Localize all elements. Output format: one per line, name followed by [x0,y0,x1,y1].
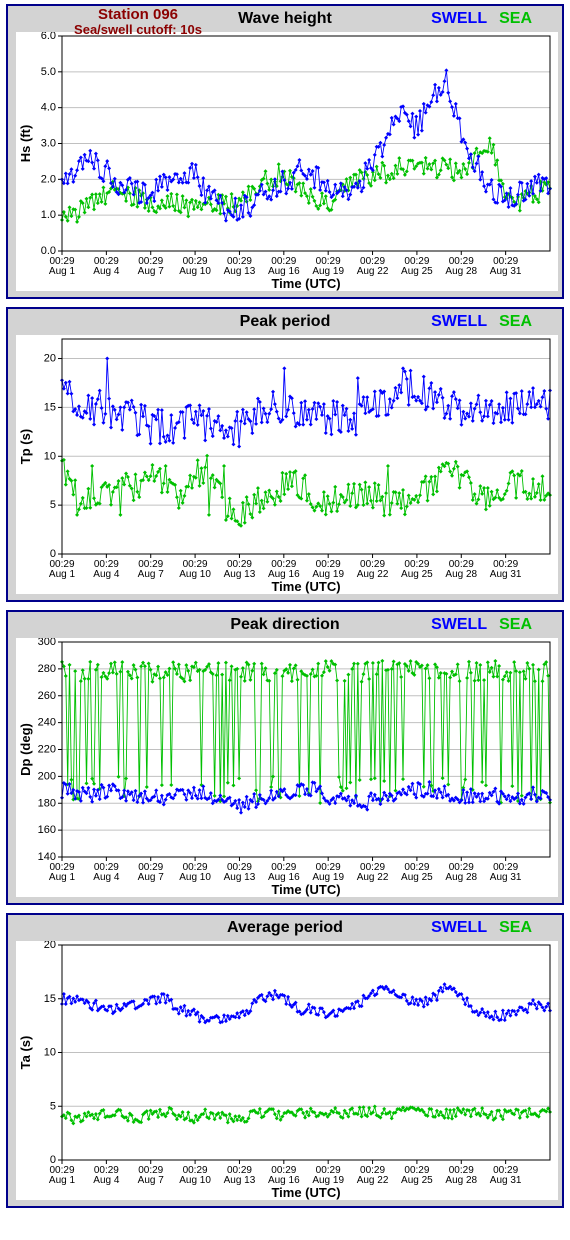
svg-text:4.0: 4.0 [41,102,56,114]
svg-text:Aug 4: Aug 4 [93,569,120,580]
svg-text:Aug 13: Aug 13 [224,569,256,580]
x-axis-label: Time (UTC) [271,882,340,897]
svg-text:Aug 1: Aug 1 [49,1175,76,1186]
svg-text:Aug 22: Aug 22 [357,569,389,580]
panel-title: Peak direction [18,616,552,634]
legend-swell: SWELL [431,313,487,330]
svg-text:Aug 10: Aug 10 [179,266,211,277]
svg-text:Aug 28: Aug 28 [445,266,477,277]
chart-panel-3: Average periodSWELLSEA0510152000:29Aug 1… [6,913,564,1208]
svg-text:220: 220 [38,744,56,756]
chart-panel-1: Peak periodSWELLSEA0510152000:29Aug 100:… [6,307,564,602]
legend-sea: SEA [499,313,532,330]
svg-text:20: 20 [44,941,56,951]
chart-panel-0: Station 096Sea/swell cutoff: 10sWave hei… [6,4,564,299]
svg-text:2.0: 2.0 [41,173,56,185]
svg-text:1.0: 1.0 [41,209,56,221]
svg-text:Aug 25: Aug 25 [401,1175,433,1186]
panel-title: Average period [18,919,552,937]
svg-text:Aug 7: Aug 7 [138,266,165,277]
svg-text:20: 20 [44,353,56,365]
svg-text:240: 240 [38,717,56,729]
svg-text:260: 260 [38,690,56,702]
y-axis-label: Dp (deg) [18,723,33,776]
chart-plot: 0510152000:29Aug 100:29Aug 400:29Aug 700… [16,941,558,1200]
svg-text:300: 300 [38,638,56,648]
svg-text:Aug 22: Aug 22 [357,266,389,277]
chart-plot: 0.01.02.03.04.05.06.000:29Aug 100:29Aug … [16,32,558,291]
x-axis-label: Time (UTC) [271,1185,340,1200]
svg-text:Aug 10: Aug 10 [179,569,211,580]
svg-text:Aug 25: Aug 25 [401,266,433,277]
y-axis-label: Ta (s) [18,1036,33,1070]
chart-plot: 0510152000:29Aug 100:29Aug 400:29Aug 700… [16,335,558,594]
svg-text:Aug 31: Aug 31 [490,266,522,277]
svg-text:Aug 10: Aug 10 [179,1175,211,1186]
svg-text:Aug 31: Aug 31 [490,569,522,580]
svg-text:Aug 28: Aug 28 [445,569,477,580]
svg-text:Aug 7: Aug 7 [138,1175,165,1186]
svg-text:Aug 31: Aug 31 [490,872,522,883]
svg-text:Aug 10: Aug 10 [179,872,211,883]
legend-swell: SWELL [431,919,487,936]
svg-text:Aug 13: Aug 13 [224,1175,256,1186]
svg-text:15: 15 [44,993,56,1005]
svg-text:Aug 28: Aug 28 [445,872,477,883]
svg-text:5.0: 5.0 [41,66,56,78]
station-label: Station 096 [48,6,228,23]
chart-panel-2: Peak directionSWELLSEA140160180200220240… [6,610,564,905]
svg-text:Aug 25: Aug 25 [401,569,433,580]
y-axis-label: Tp (s) [18,429,33,464]
panel-legend: SWELL SEA [431,919,532,937]
svg-text:200: 200 [38,770,56,782]
svg-text:160: 160 [38,824,56,836]
svg-text:Aug 13: Aug 13 [224,266,256,277]
svg-text:Aug 4: Aug 4 [93,266,120,277]
svg-text:Aug 25: Aug 25 [401,872,433,883]
panel-legend: SWELL SEA [431,616,532,634]
svg-text:Aug 1: Aug 1 [49,266,76,277]
panel-title: Wave height [18,10,552,28]
legend-swell: SWELL [431,616,487,633]
x-axis-label: Time (UTC) [271,276,340,291]
svg-text:Aug 7: Aug 7 [138,569,165,580]
legend-swell: SWELL [431,10,487,27]
panel-legend: SWELL SEA [431,313,532,331]
x-axis-label: Time (UTC) [271,579,340,594]
svg-text:280: 280 [38,663,56,675]
svg-text:Aug 28: Aug 28 [445,1175,477,1186]
svg-text:Aug 13: Aug 13 [224,872,256,883]
svg-text:180: 180 [38,797,56,809]
legend-sea: SEA [499,10,532,27]
panel-title: Peak period [18,313,552,331]
svg-text:Aug 1: Aug 1 [49,569,76,580]
svg-text:10: 10 [44,450,56,462]
svg-text:Aug 31: Aug 31 [490,1175,522,1186]
svg-text:10: 10 [44,1047,56,1059]
svg-text:6.0: 6.0 [41,32,56,42]
chart-plot: 14016018020022024026028030000:29Aug 100:… [16,638,558,897]
legend-sea: SEA [499,919,532,936]
svg-text:Aug 4: Aug 4 [93,1175,120,1186]
svg-text:5: 5 [50,1100,56,1112]
svg-text:Aug 7: Aug 7 [138,872,165,883]
svg-text:15: 15 [44,401,56,413]
svg-text:Aug 1: Aug 1 [49,872,76,883]
panel-legend: SWELL SEA [431,10,532,28]
svg-text:Aug 22: Aug 22 [357,1175,389,1186]
svg-text:3.0: 3.0 [41,138,56,150]
svg-text:Aug 22: Aug 22 [357,872,389,883]
y-axis-label: Hs (ft) [18,125,33,163]
svg-text:Aug 4: Aug 4 [93,872,120,883]
svg-text:5: 5 [50,499,56,511]
legend-sea: SEA [499,616,532,633]
